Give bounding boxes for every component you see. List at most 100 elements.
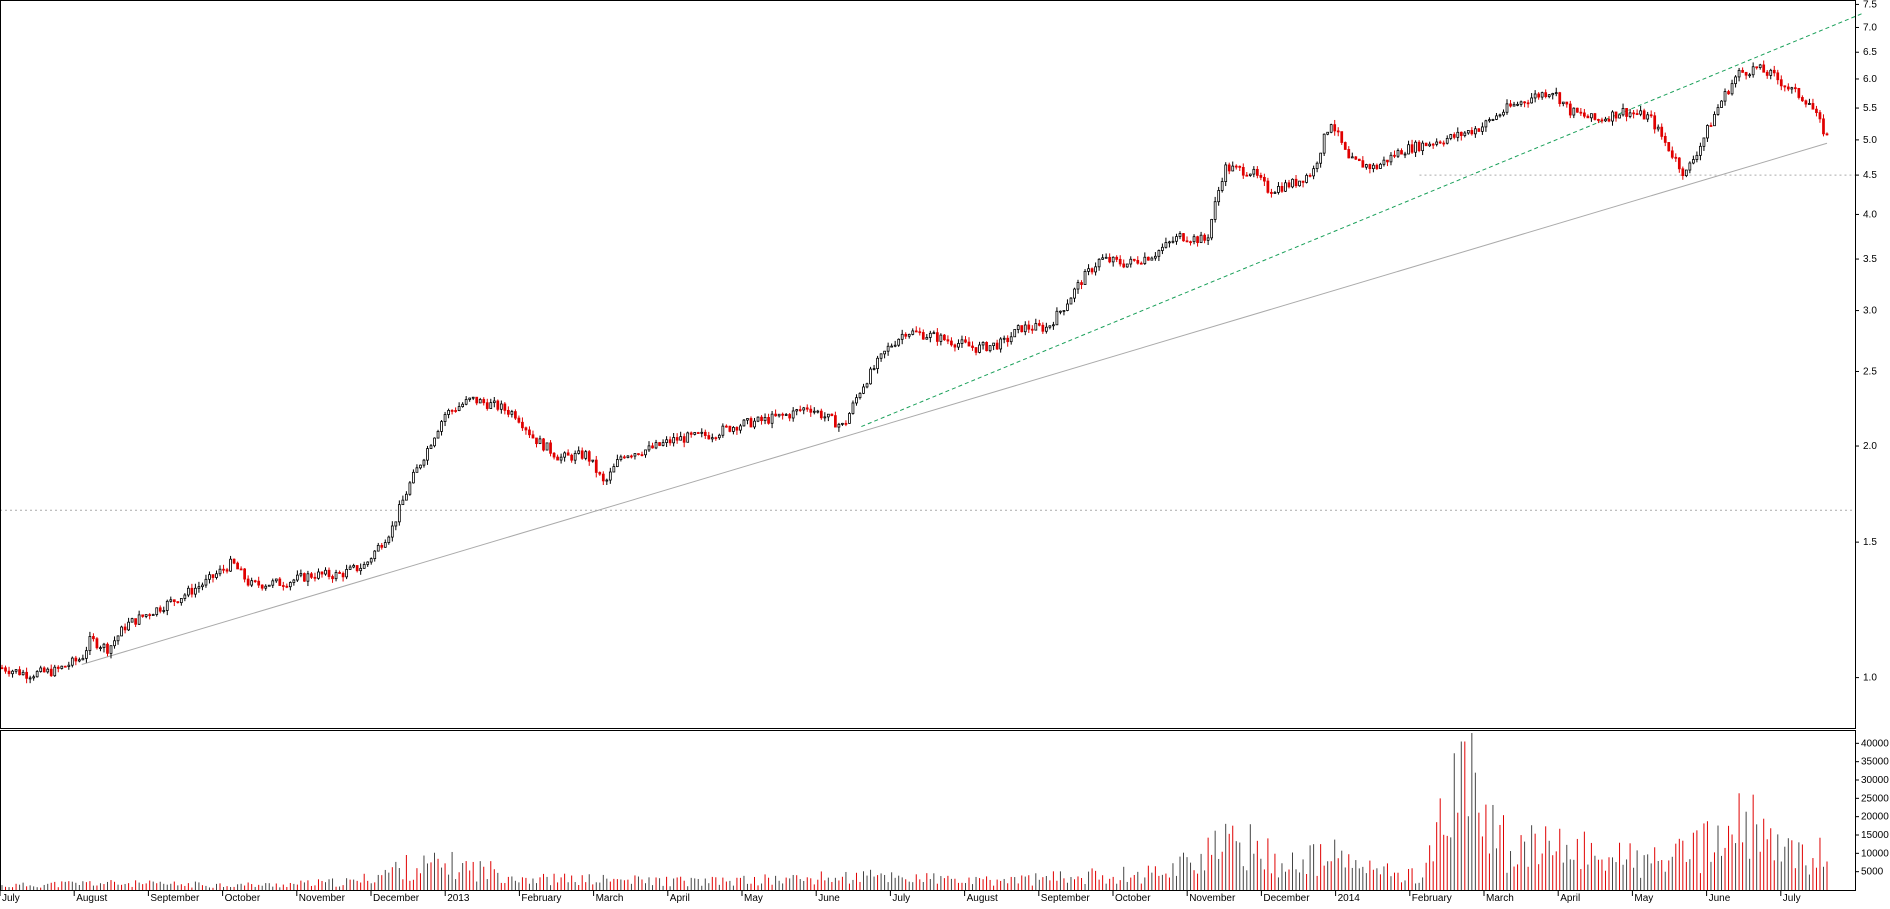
candle-body: [531, 434, 535, 439]
candle-body: [1466, 130, 1470, 134]
candle-body: [619, 456, 623, 460]
candle-body: [1706, 125, 1709, 139]
candle-body: [1104, 256, 1108, 259]
candle-body: [341, 573, 345, 578]
candle-body: [1020, 325, 1024, 333]
candle-body: [781, 413, 785, 416]
candle-body: [211, 574, 215, 578]
candle-body: [1579, 111, 1583, 114]
price-tick-label: 5.5: [1863, 103, 1877, 114]
candle-body: [580, 450, 584, 459]
candle-body: [1734, 76, 1737, 85]
candle-body: [1431, 143, 1435, 146]
candle-body: [816, 410, 820, 413]
candle-body: [953, 344, 957, 348]
candle-body: [1386, 159, 1389, 163]
candle-body: [303, 573, 306, 582]
candle-body: [292, 579, 296, 583]
candle-body: [1389, 154, 1393, 163]
candle-body: [42, 667, 46, 673]
candle-body: [725, 425, 728, 428]
candle-body: [1811, 103, 1815, 110]
candle-body: [1090, 268, 1094, 273]
candle-body: [317, 571, 320, 579]
candle-body: [1625, 108, 1628, 117]
candle-body: [876, 357, 879, 369]
candle-body: [795, 409, 799, 412]
candle-body: [1196, 236, 1199, 244]
candle-body: [447, 410, 450, 415]
candle-body: [1301, 180, 1305, 183]
candle-body: [1808, 103, 1811, 105]
candle-body: [869, 368, 872, 385]
candle-body: [239, 568, 243, 571]
candle-body: [468, 397, 472, 400]
candle-body: [1189, 241, 1192, 244]
candle-body: [1224, 164, 1228, 182]
candle-body: [478, 399, 482, 404]
candle-body: [1751, 66, 1755, 76]
candle-body: [426, 448, 429, 461]
candle-body: [1758, 64, 1762, 69]
candle-body: [767, 417, 770, 424]
candle-body: [598, 472, 602, 475]
candle-body: [1150, 257, 1154, 261]
candle-body: [1463, 132, 1467, 136]
candle-body: [162, 610, 166, 612]
volume-tick-label: 20000: [1861, 812, 1889, 823]
candle-body: [253, 580, 257, 583]
candle-body: [563, 452, 566, 458]
x-tick-label: October: [1115, 893, 1151, 904]
candle-body: [257, 580, 261, 586]
x-tick-label: April: [670, 893, 690, 904]
candle-body: [1322, 133, 1326, 154]
candle-body: [1748, 74, 1752, 77]
candle-body: [700, 431, 704, 434]
candle-body: [278, 578, 282, 586]
candle-body: [689, 432, 693, 435]
candle-body: [1611, 111, 1614, 122]
candle-body: [1255, 168, 1259, 176]
candle-body: [1372, 164, 1375, 170]
candle-body: [1073, 288, 1076, 299]
candle-body: [1516, 103, 1519, 106]
volume-tick-label: 25000: [1861, 793, 1889, 804]
candle-body: [1449, 134, 1453, 139]
candle-body: [1502, 111, 1505, 116]
candle-body: [1692, 159, 1695, 164]
candle-body: [296, 574, 299, 581]
candle-body: [1199, 234, 1203, 244]
candle-body: [155, 607, 159, 615]
candle-body: [1607, 118, 1611, 122]
candle-body: [320, 571, 324, 575]
candle-body: [1554, 92, 1558, 95]
candle-body: [1213, 201, 1217, 220]
candle-body: [225, 569, 229, 572]
candle-body: [1164, 242, 1168, 248]
candle-body: [1505, 103, 1509, 113]
candle-body: [907, 333, 911, 337]
candle-body: [577, 450, 581, 454]
candle-body: [1716, 107, 1720, 115]
candle-body: [387, 536, 391, 543]
x-tick-label: October: [225, 893, 261, 904]
candle-body: [1565, 101, 1569, 105]
x-tick-label: June: [1709, 893, 1731, 904]
candle-body: [1284, 182, 1287, 192]
x-tick-label: August: [76, 893, 107, 904]
candle-body: [935, 332, 939, 342]
candle-body: [1530, 97, 1533, 104]
candle-body: [21, 671, 25, 676]
candle-body: [28, 677, 32, 680]
candle-body: [412, 471, 415, 484]
candle-body: [1699, 145, 1702, 156]
candle-body: [654, 442, 658, 449]
candle-body: [946, 339, 950, 342]
candle-body: [932, 332, 936, 335]
candle-body: [1115, 256, 1119, 260]
candle-body: [1132, 258, 1136, 261]
candle-body: [1315, 162, 1319, 170]
candle-body: [1632, 112, 1635, 115]
candle-body: [573, 452, 577, 461]
candle-body: [1203, 234, 1206, 241]
